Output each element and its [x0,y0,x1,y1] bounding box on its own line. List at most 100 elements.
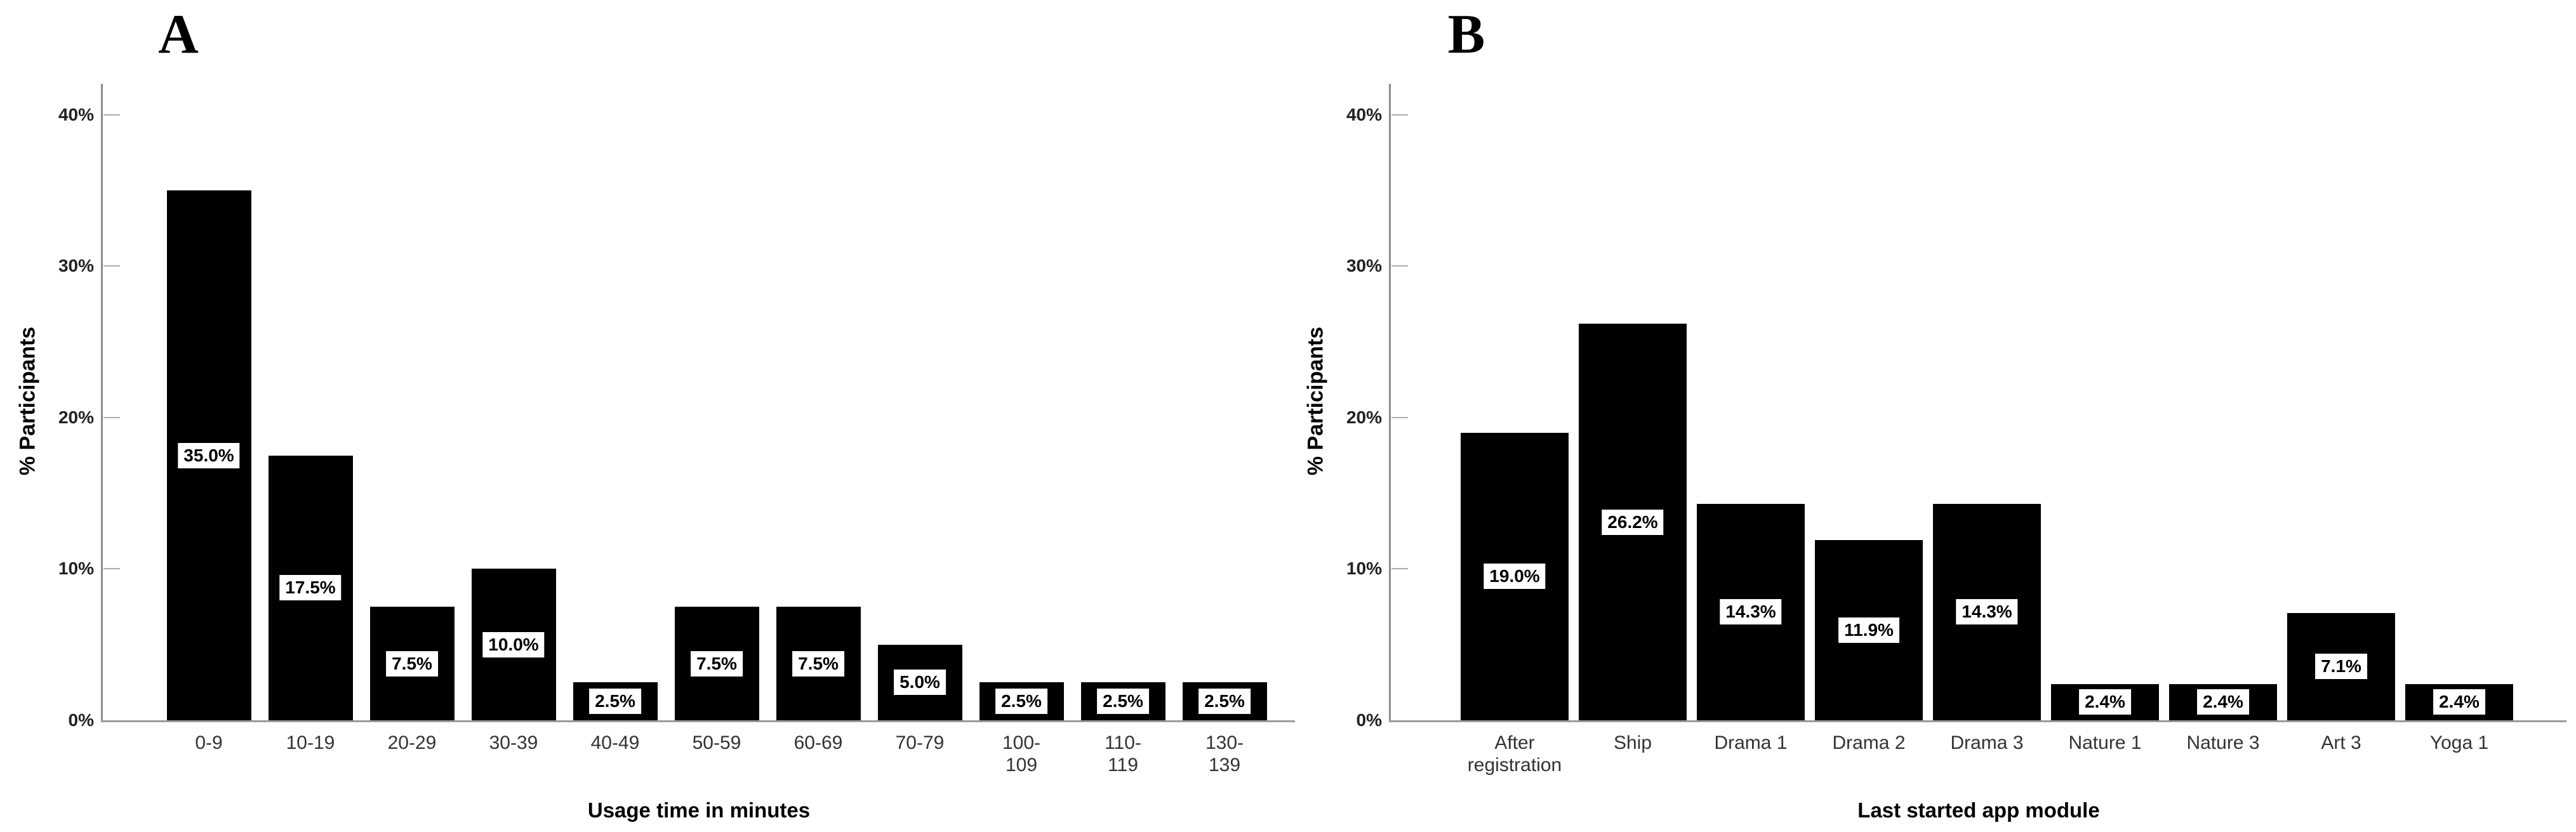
category-label: After registration [1467,732,1562,776]
y-tick-label: 0% [68,710,94,730]
bar-Drama 3: 14.3% [1933,503,2041,720]
bar-20-29: 7.5% [369,607,455,720]
bar-slot: 7.5% [361,607,463,720]
bar-60-69: 7.5% [776,607,861,720]
category-label: Drama 3 [1950,732,2024,753]
category-labels-row: 0-9 10-19 20-29 30-39 40-49 50-59 60-69 70-79 10… [103,732,1295,777]
bar-slot: 2.5% [1174,682,1275,720]
bar-slot: 11.9% [1810,540,1928,720]
bar-value-label: 2.5% [995,689,1047,715]
bar-30-39: 10.0% [471,569,556,720]
bar-value-label: 7.1% [2315,654,2367,680]
bar-value-label: 2.5% [1097,689,1149,715]
panel-a-label: A [158,4,199,65]
category-label: Yoga 1 [2429,732,2489,753]
bar-slot: 19.0% [1456,432,1574,720]
bar-value-label: 5.0% [894,670,946,696]
bar-100-109: 2.5% [979,682,1064,720]
panel-b-label: B [1447,4,1485,65]
bar-slot: 7.5% [666,607,767,720]
bar-Nature 3: 2.4% [2169,683,2277,720]
y-tick-label: 20% [58,407,94,427]
bar-value-label: 2.5% [1198,689,1251,715]
bar-50-59: 7.5% [674,607,759,720]
bar-Nature 1: 2.4% [2051,683,2159,720]
plot-area: 0% 10% 20% 30% 40% 19.0% 26.2% 14.3% 11.9% 14.3%… [1346,84,2566,730]
y-tick-label: 30% [58,256,94,276]
category-label: Nature 3 [2186,732,2260,753]
bar-slot: 2.4% [2400,683,2518,720]
bar-value-label: 7.5% [386,650,438,677]
bar-Drama 2: 11.9% [1815,540,1923,720]
category-label: 10-19 [286,732,335,753]
x-axis-title: Usage time in minutes [587,798,811,822]
bar-value-label: 35.0% [178,442,240,468]
bar-slot: 5.0% [869,644,971,720]
category-label: 60-69 [793,732,843,753]
category-labels-row: After registration Ship Drama 1 Drama 2 Dram… [1391,732,2566,777]
y-tick-label: 20% [1346,407,1382,427]
plot-area: 0% 10% 20% 30% 40% 35.0% 17.5% 7.5% 10.0% 2.5% 7.… [58,84,1295,730]
y-tick-label: 0% [1356,710,1382,730]
bar-slot: 14.3% [1928,503,2046,720]
bar-slot: 35.0% [158,190,260,720]
bar-value-label: 2.4% [2079,689,2131,715]
bar-value-label: 17.5% [279,575,342,601]
bar-slot: 10.0% [463,569,564,720]
category-label: 20-29 [387,732,437,753]
bar-Ship: 26.2% [1579,324,1687,720]
bar-value-label: 7.5% [792,650,844,677]
category-label: Ship [1613,732,1652,753]
bar-Drama 1: 14.3% [1697,503,1805,720]
bars-row: 19.0% 26.2% 14.3% 11.9% 14.3% 2.4% 2.4% 7.1% 2.4… [1391,88,2566,720]
category-label: 130- 139 [1205,732,1244,776]
y-tick-label: 10% [58,558,94,579]
bar-slot: 2.5% [1072,682,1174,720]
bar-40-49: 2.5% [573,682,658,720]
bar-value-label: 11.9% [1838,617,1899,644]
category-label: 40-49 [590,732,640,753]
bar-slot: 26.2% [1574,324,1692,720]
bar-slot: 2.5% [971,682,1072,720]
bar-Art 3: 7.1% [2287,612,2395,720]
bar-value-label: 14.3% [1956,599,2018,625]
category-label: Drama 1 [1714,732,1788,753]
y-tick-mark [103,416,120,418]
category-label: Art 3 [2321,732,2361,753]
bar-value-label: 7.5% [691,650,743,677]
bar-value-label: 26.2% [1602,509,1664,535]
y-tick-mark [1391,114,1408,116]
bar-70-79: 5.0% [877,644,962,720]
panel-b: B % Participants 0% 10% 20% 30% 40% 19.0% 26.… [1288,0,2576,832]
bar-slot: 14.3% [1692,503,1810,720]
y-axis-title: % Participants [1303,326,1328,476]
y-tick-mark [1391,416,1408,418]
bar-value-label: 14.3% [1720,599,1782,625]
bar-10-19: 17.5% [268,455,353,720]
bar-value-label: 2.5% [589,689,641,715]
y-tick-label: 40% [1346,104,1382,124]
y-tick-label: 40% [58,104,94,124]
y-tick-mark [1391,568,1408,570]
y-tick-mark [103,265,120,267]
bars-row: 35.0% 17.5% 7.5% 10.0% 2.5% 7.5% 7.5% 5.0% 2.5% 2… [103,88,1295,720]
y-tick-label: 30% [1346,256,1382,276]
bar-slot: 7.5% [767,607,869,720]
bar-Yoga 1: 2.4% [2405,683,2513,720]
category-label: 0-9 [195,732,223,753]
panel-a: A % Participants 0% 10% 20% 30% 40% 35.0% 17.… [15,4,1295,822]
bar-slot: 2.4% [2164,683,2282,720]
category-label: Drama 2 [1832,732,1906,753]
y-axis-title: % Participants [15,326,40,476]
bar-value-label: 19.0% [1484,564,1546,590]
bar-slot: 17.5% [260,455,361,720]
category-label: 30-39 [489,732,538,753]
y-tick-mark [1391,265,1408,267]
category-label: 70-79 [895,732,945,753]
bar-0-9: 35.0% [166,190,251,720]
bar-110-119: 2.5% [1080,682,1165,720]
bar-slot: 7.1% [2282,612,2400,720]
bar-value-label: 10.0% [482,631,545,657]
bar-value-label: 2.4% [2433,689,2485,715]
